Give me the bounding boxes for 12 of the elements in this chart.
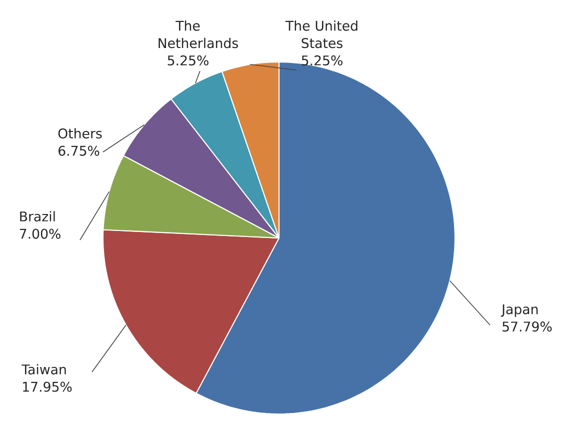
- slice-label: Others: [58, 128, 102, 138]
- slice-label: Japan: [500, 304, 538, 317]
- slice-label: The Netherlands: [158, 20, 238, 48]
- data-label: 5.25%: [168, 55, 208, 66]
- slice-label: The United States: [285, 20, 358, 48]
- slice-label: Taiwan: [22, 364, 66, 374]
- data-label: 5.25%: [302, 55, 342, 66]
- slice-label: Brazil: [20, 211, 55, 222]
- data-label: 6.75%: [58, 146, 100, 156]
- data-label: 17.95%: [23, 382, 72, 392]
- data-label: 57.79%: [502, 322, 552, 332]
- data-label: 7.00%: [20, 228, 60, 239]
